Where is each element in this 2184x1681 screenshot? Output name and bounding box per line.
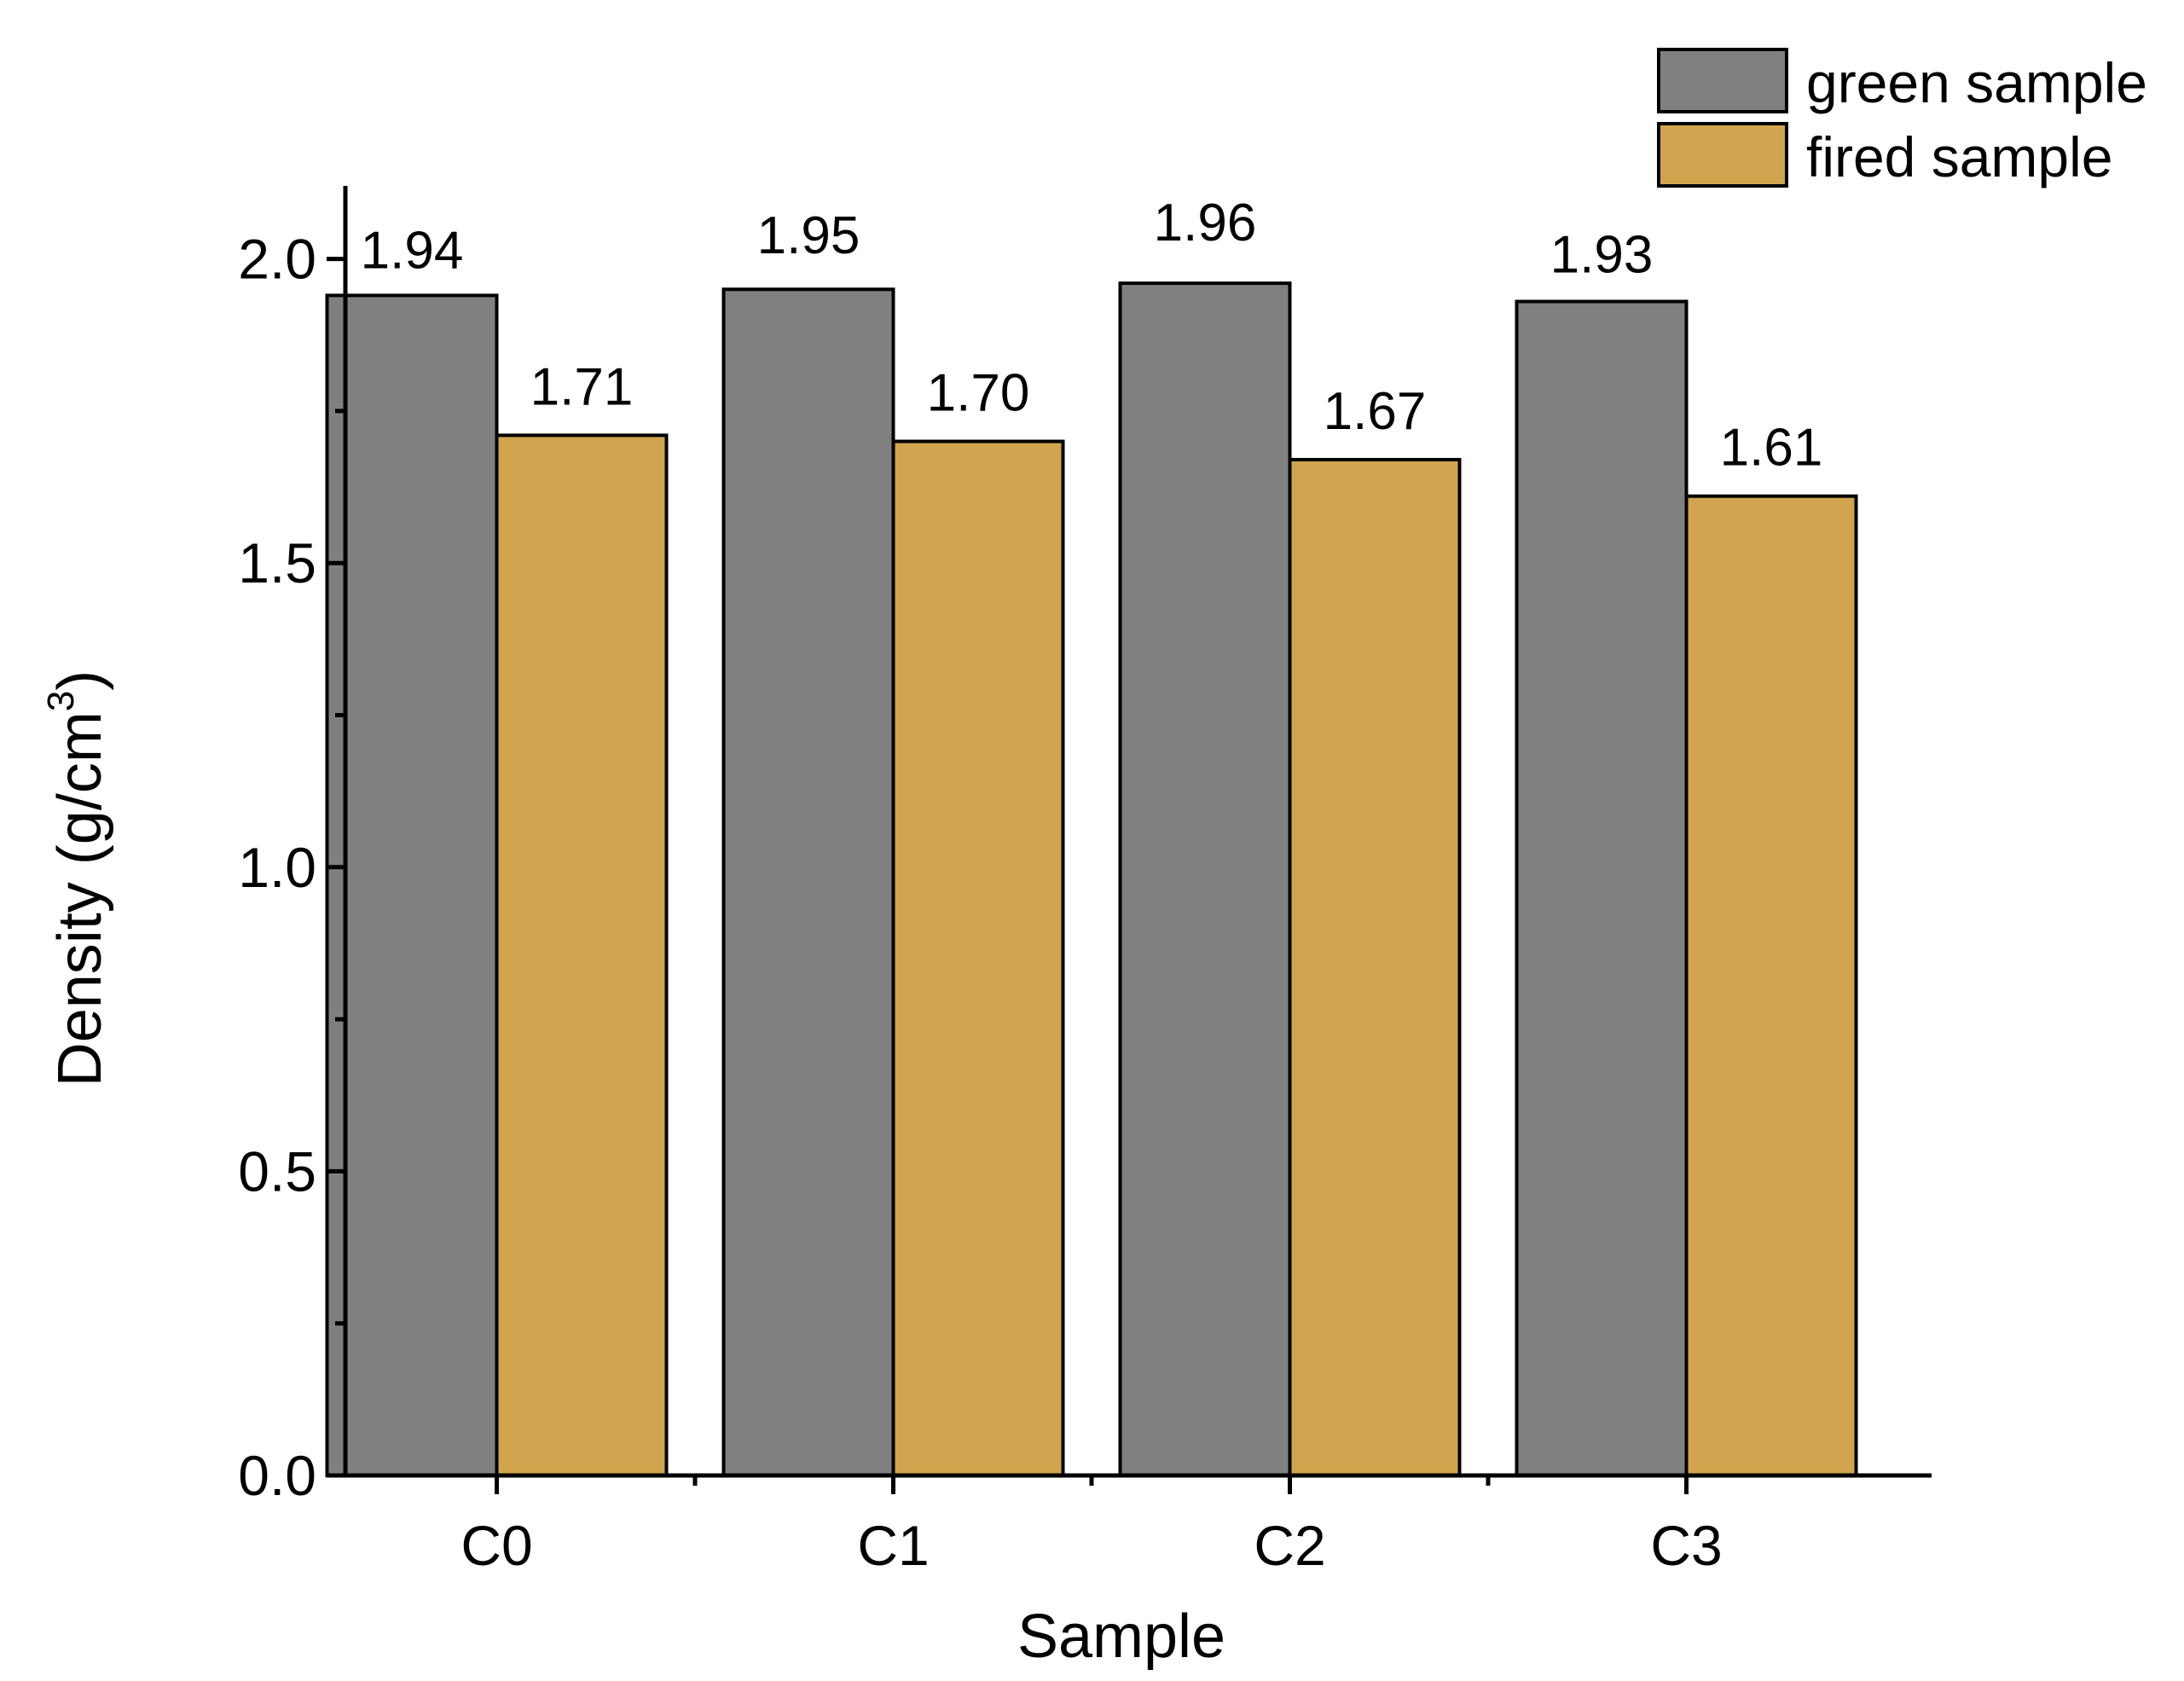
x-tick-label-C2: C2 <box>1254 1514 1325 1577</box>
bar-fired-sample-C2 <box>1288 457 1462 1478</box>
y-tick-label: 0.5 <box>238 1139 316 1203</box>
y-axis-title-superscript: 3 <box>40 691 82 711</box>
bar-fired-sample-C3 <box>1684 494 1858 1477</box>
bar-fired-sample-C0 <box>495 433 669 1478</box>
legend-label-green-sample: green sample <box>1806 51 2147 114</box>
x-tick-label-C1: C1 <box>857 1514 929 1577</box>
data-label-fired-sample-C2: 1.67 <box>1324 382 1427 441</box>
y-axis-title-close: ) <box>46 670 114 691</box>
data-label-fired-sample-C0: 1.71 <box>530 357 634 416</box>
legend-label-fired-sample: fired sample <box>1806 125 2113 188</box>
axes-layer <box>327 186 1932 1478</box>
x-ticks-layer: C0 C1 C2 C3 <box>461 1475 1723 1577</box>
y-tick-label: 1.0 <box>238 836 316 899</box>
y-tick-label: 1.5 <box>238 531 316 594</box>
bar-green-sample-C3 <box>1515 299 1689 1478</box>
data-labels-layer: 1.94 1.71 1.95 1.70 1.96 1.67 1.93 1.61 <box>361 194 1823 478</box>
data-label-green-sample-C1: 1.95 <box>757 206 860 265</box>
data-label-fired-sample-C1: 1.70 <box>927 364 1030 423</box>
legend: green sample fired sample <box>1657 48 2147 188</box>
data-label-green-sample-C2: 1.96 <box>1154 194 1257 252</box>
x-axis-title: Sample <box>1017 1603 1225 1671</box>
bars-layer <box>325 281 1858 1478</box>
legend-swatch-fired-sample <box>1657 122 1788 188</box>
bar-fired-sample-C1 <box>891 439 1065 1478</box>
data-label-green-sample-C3: 1.93 <box>1550 226 1654 285</box>
x-tick-label-C3: C3 <box>1650 1514 1722 1577</box>
y-tick-label: 0.0 <box>238 1444 316 1507</box>
bar-green-sample-C0 <box>325 293 499 1478</box>
y-tick-label: 2.0 <box>238 228 316 291</box>
data-label-green-sample-C0: 1.94 <box>361 221 464 280</box>
bar-green-sample-C2 <box>1118 281 1292 1478</box>
data-label-fired-sample-C3: 1.61 <box>1720 419 1823 478</box>
bar-green-sample-C1 <box>721 287 895 1478</box>
legend-swatch-green-sample <box>1657 48 1788 113</box>
y-axis-title: Density (g/cm3) <box>40 670 114 1087</box>
y-ticks-layer: 0.0 0.5 1.0 1.5 2.0 <box>238 228 345 1507</box>
x-tick-label-C0: C0 <box>461 1514 532 1577</box>
y-axis-title-main: Density (g/cm <box>46 711 114 1087</box>
